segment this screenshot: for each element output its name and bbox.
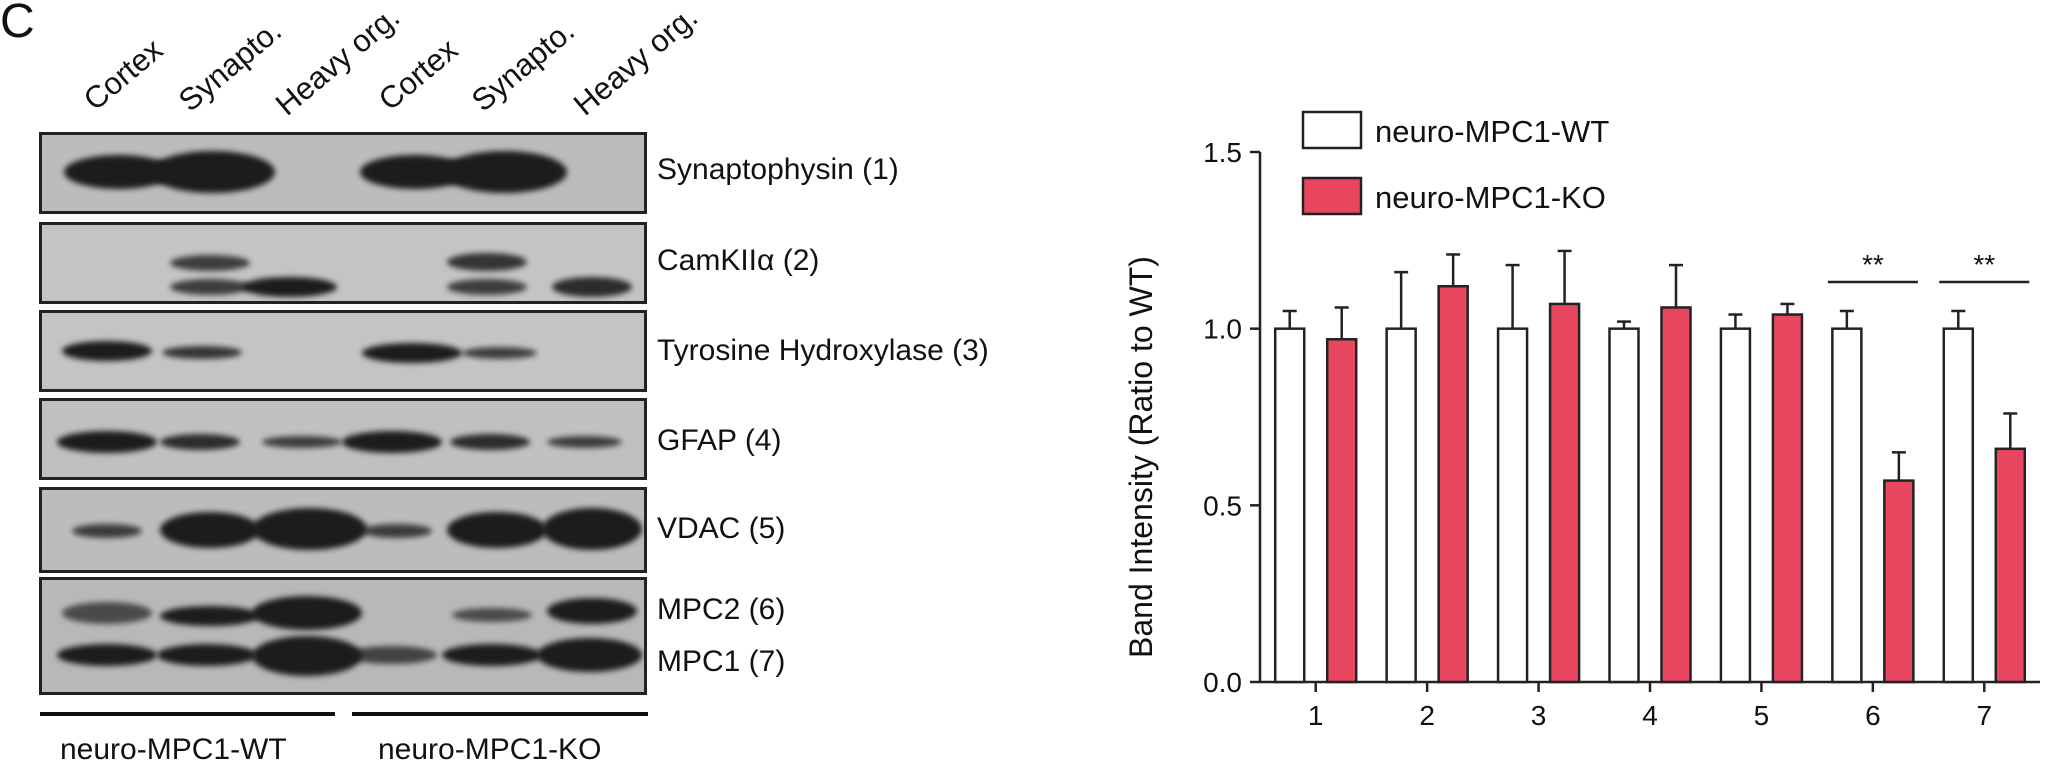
protein-label: MPC1 (7) [657, 645, 786, 678]
legend-label: neuro-MPC1-WT [1375, 114, 1609, 149]
x-tick-label: 3 [1531, 700, 1547, 731]
lane-label: Synapto. [464, 12, 582, 119]
bar [1437, 285, 1469, 684]
group-label-ko: neuro-MPC1-KO [378, 733, 602, 766]
blot-tyrosine-hydroxylase [39, 310, 647, 392]
y-tick-label: 0.0 [1203, 667, 1242, 698]
y-axis-label: Band Intensity (Ratio to WT) [1123, 256, 1159, 658]
bar [1548, 302, 1581, 684]
protein-label: MPC2 (6) [657, 593, 786, 626]
protein-label: CamKIIα (2) [657, 244, 820, 277]
x-tick-label: 5 [1754, 700, 1770, 731]
group-line-ko [352, 712, 648, 716]
bar [1942, 327, 1975, 684]
bar [1994, 447, 2027, 684]
bar [1660, 306, 1692, 684]
blot-mpc [39, 577, 647, 695]
bar-chart: 0.0 0.5 1.0 1.5 Band Intensity (Ratio to WT)… [1123, 110, 2040, 731]
y-tick-label: 1.0 [1203, 314, 1242, 345]
panel-letter: C [0, 0, 35, 48]
bar [1831, 327, 1863, 684]
group-line-wt [40, 712, 335, 716]
legend-swatch [1301, 176, 1363, 216]
bar [1273, 327, 1306, 684]
x-tick-label: 1 [1308, 700, 1324, 731]
bar [1608, 327, 1640, 684]
legend-label: neuro-MPC1-KO [1375, 180, 1606, 215]
lane-label: Heavy org. [566, 0, 705, 123]
bar [1496, 327, 1529, 684]
blot-synaptophysin [39, 132, 647, 214]
x-tick-label: 7 [1976, 700, 1992, 731]
significance-label: ** [1862, 249, 1884, 280]
protein-label: Tyrosine Hydroxylase (3) [657, 334, 989, 367]
blot-camkii [39, 222, 647, 304]
bar [1719, 327, 1752, 684]
x-tick-label: 2 [1419, 700, 1435, 731]
protein-label: GFAP (4) [657, 424, 782, 457]
lane-label: Cortex [371, 31, 465, 118]
significance-label: ** [1973, 249, 1995, 280]
legend-swatch [1301, 110, 1363, 150]
bar [1385, 327, 1417, 684]
lane-label: Cortex [76, 31, 170, 118]
bar [1325, 338, 1358, 684]
lane-label: Synapto. [171, 12, 289, 119]
blot-gfap [39, 398, 647, 480]
protein-label: VDAC (5) [657, 512, 786, 545]
protein-label: Synaptophysin (1) [657, 153, 899, 186]
bar [1771, 313, 1804, 684]
blot-vdac [39, 487, 647, 573]
x-tick-label: 6 [1865, 700, 1881, 731]
group-label-wt: neuro-MPC1-WT [60, 733, 287, 766]
y-tick-label: 0.5 [1203, 490, 1242, 521]
x-tick-label: 4 [1642, 700, 1658, 731]
y-tick-label: 1.5 [1203, 137, 1242, 168]
bar [1883, 479, 1915, 684]
